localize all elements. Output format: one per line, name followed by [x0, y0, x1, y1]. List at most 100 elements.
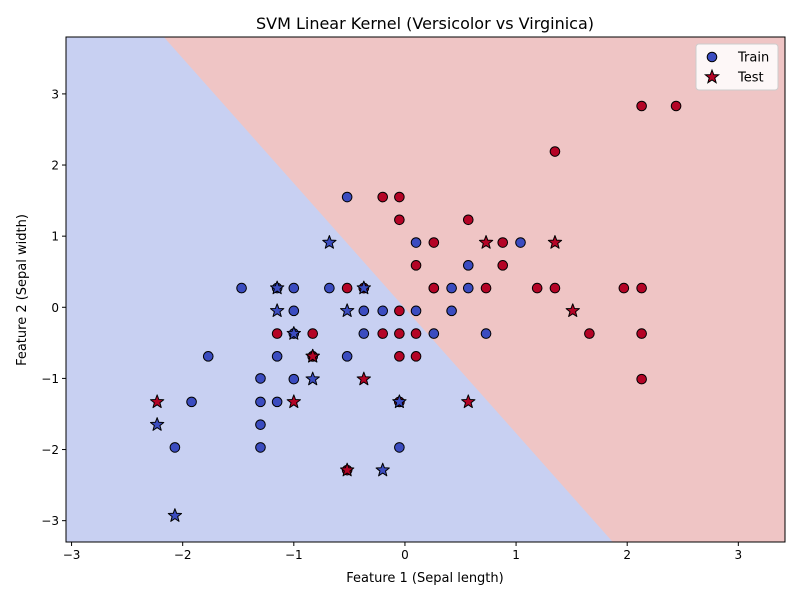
train-point	[549, 146, 561, 157]
train-point	[271, 351, 283, 362]
y-tick-label: 0	[51, 301, 59, 315]
train-point	[549, 282, 561, 294]
test-point	[461, 394, 476, 409]
test-point	[356, 280, 371, 295]
legend-train-marker	[706, 51, 718, 63]
train-point	[255, 442, 266, 453]
train-point	[358, 328, 370, 339]
train-point	[394, 442, 405, 453]
train-point	[410, 305, 422, 317]
train-point	[515, 237, 526, 248]
test-point	[286, 394, 301, 409]
y-tick-label: 1	[51, 230, 59, 244]
train-point	[446, 282, 457, 294]
test-point	[340, 462, 355, 477]
train-point	[480, 282, 492, 294]
legend-test-marker	[703, 68, 721, 84]
test-point	[392, 394, 407, 409]
train-point	[428, 282, 440, 294]
train-point	[255, 373, 266, 384]
train-point	[618, 282, 630, 294]
train-point	[377, 328, 389, 339]
x-tick-label: −2	[174, 548, 192, 562]
train-point	[584, 328, 595, 339]
train-point	[271, 328, 283, 339]
test-point	[149, 417, 165, 431]
y-axis-label: Feature 2 (Sepal width)	[15, 214, 30, 366]
y-tick-label: 2	[51, 159, 59, 173]
train-point	[497, 260, 509, 271]
x-tick-label: 0	[401, 548, 409, 562]
train-point	[341, 191, 353, 203]
train-point	[377, 305, 389, 317]
legend: Train Test	[695, 43, 779, 91]
train-point	[236, 282, 247, 294]
test-point	[565, 303, 580, 317]
train-point	[410, 328, 422, 339]
train-point	[480, 328, 492, 339]
plot-frame	[65, 36, 786, 543]
train-point	[410, 237, 422, 248]
train-point	[377, 191, 389, 203]
train-point	[394, 351, 405, 362]
legend-label: Test	[737, 71, 764, 86]
train-point	[288, 282, 300, 294]
train-point	[271, 396, 283, 408]
x-tick-label: −3	[63, 548, 81, 562]
test-point	[340, 303, 355, 317]
train-point	[410, 260, 422, 271]
train-point	[288, 305, 300, 317]
train-point	[324, 282, 335, 294]
train-point	[636, 100, 647, 112]
train-point	[169, 442, 181, 453]
train-point	[202, 351, 214, 362]
train-point	[428, 237, 440, 248]
train-point	[462, 214, 474, 226]
test-point	[356, 371, 371, 386]
test-point	[167, 508, 183, 522]
test-point	[478, 235, 494, 249]
train-point	[636, 282, 647, 294]
train-point	[307, 328, 319, 339]
train-point	[255, 396, 266, 408]
test-point	[547, 235, 563, 249]
train-point	[394, 191, 405, 203]
train-point	[255, 419, 266, 430]
y-tick-label: −1	[41, 372, 59, 386]
test-point	[322, 235, 337, 249]
train-point	[531, 282, 543, 294]
train-point	[394, 214, 405, 226]
test-point	[305, 348, 320, 363]
train-point	[186, 396, 197, 408]
train-point	[670, 100, 682, 112]
train-point	[636, 328, 647, 339]
train-point	[428, 328, 440, 339]
x-axis-ticks: −3 −2 −1 0 1 2 3	[63, 542, 742, 562]
train-point	[341, 351, 353, 362]
legend-label: Train	[737, 51, 769, 66]
x-tick-label: −1	[285, 548, 303, 562]
train-point	[636, 373, 647, 385]
train-point	[462, 260, 474, 271]
chart-title: SVM Linear Kernel (Versicolor vs Virgini…	[256, 14, 594, 33]
x-tick-label: 3	[735, 548, 743, 562]
x-tick-label: 1	[512, 548, 520, 562]
y-tick-label: 3	[51, 87, 59, 101]
y-tick-label: −2	[41, 443, 59, 457]
y-tick-label: −3	[41, 514, 59, 528]
x-axis-label: Feature 1 (Sepal length)	[346, 571, 503, 586]
train-point	[446, 305, 457, 317]
test-point	[286, 326, 301, 340]
test-point	[375, 462, 390, 477]
test-point	[269, 280, 285, 295]
test-point	[149, 394, 165, 409]
train-point	[462, 282, 474, 294]
region-class-1	[163, 37, 785, 542]
x-tick-label: 2	[623, 548, 631, 562]
train-point	[341, 282, 353, 294]
train-point	[394, 305, 405, 317]
train-point	[394, 328, 405, 339]
train-point	[410, 351, 422, 362]
